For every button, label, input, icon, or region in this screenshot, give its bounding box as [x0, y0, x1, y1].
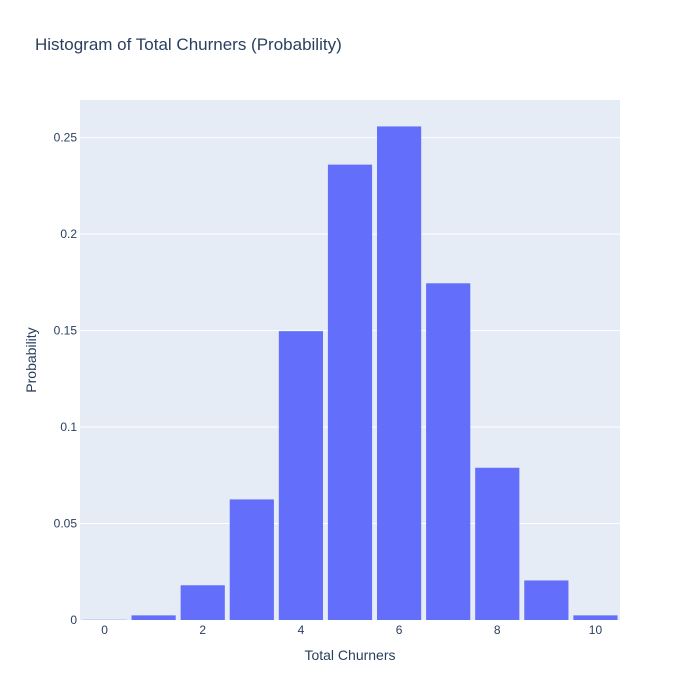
bar — [229, 499, 274, 620]
bar — [426, 283, 471, 620]
y-tick-label: 0 — [70, 613, 77, 627]
bar — [524, 580, 569, 620]
bar — [475, 467, 520, 620]
bar — [180, 585, 225, 620]
x-axis-ticks: 0 2 4 6 8 10 — [101, 623, 602, 637]
x-tick-label: 0 — [101, 623, 108, 637]
y-tick-label: 0.15 — [54, 324, 78, 338]
y-tick-label: 0.2 — [60, 227, 77, 241]
bar — [131, 615, 176, 620]
bar — [573, 615, 618, 620]
x-tick-label: 4 — [298, 623, 305, 637]
y-tick-label: 0.1 — [60, 420, 77, 434]
x-tick-label: 2 — [199, 623, 206, 637]
y-axis-ticks: 0 0.05 0.1 0.15 0.2 0.25 — [54, 131, 78, 627]
bars — [82, 126, 618, 620]
bar — [377, 126, 422, 620]
x-tick-label: 6 — [396, 623, 403, 637]
bar — [278, 331, 323, 620]
chart-title: Histogram of Total Churners (Probability… — [35, 35, 342, 54]
y-tick-label: 0.25 — [54, 131, 78, 145]
x-tick-label: 10 — [589, 623, 603, 637]
x-tick-label: 8 — [494, 623, 501, 637]
y-axis-title: Probability — [23, 327, 39, 392]
x-axis-title: Total Churners — [304, 647, 395, 663]
y-tick-label: 0.05 — [54, 517, 78, 531]
bar — [327, 164, 373, 620]
